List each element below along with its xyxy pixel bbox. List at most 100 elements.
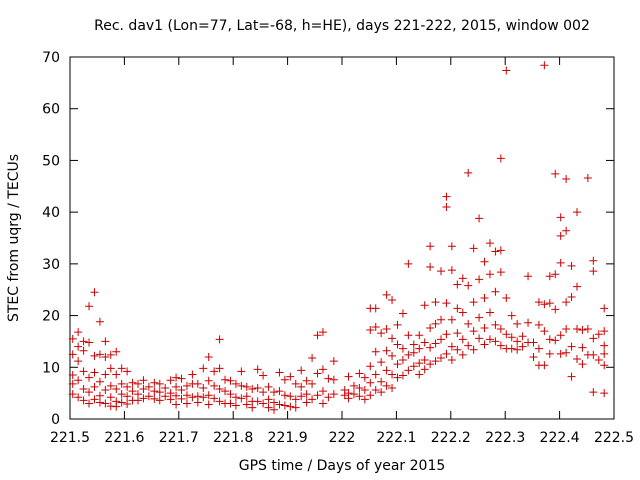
data-point xyxy=(485,270,494,279)
data-point xyxy=(204,352,213,361)
data-point xyxy=(210,394,219,403)
data-point xyxy=(388,351,397,360)
data-point xyxy=(90,288,99,297)
data-point xyxy=(404,331,413,340)
data-point xyxy=(134,379,142,388)
data-point xyxy=(318,328,327,337)
data-point xyxy=(583,174,592,183)
data-point xyxy=(496,154,505,163)
data-point xyxy=(90,351,99,360)
data-point xyxy=(404,366,413,375)
data-point xyxy=(491,247,500,256)
data-point xyxy=(215,335,224,344)
y-tick-label: 40 xyxy=(42,205,60,221)
data-point xyxy=(117,364,126,373)
data-point xyxy=(415,370,424,379)
data-point xyxy=(123,367,132,376)
data-point xyxy=(496,341,505,350)
data-point xyxy=(371,322,380,331)
data-point xyxy=(404,259,413,268)
data-point xyxy=(366,326,375,335)
data-point xyxy=(496,268,505,277)
data-point xyxy=(324,374,333,383)
data-point xyxy=(507,344,516,353)
x-tick-label: 222 xyxy=(329,430,356,446)
data-point xyxy=(231,379,240,388)
data-point xyxy=(139,394,148,403)
data-point xyxy=(308,379,317,388)
data-point xyxy=(366,362,375,371)
data-point xyxy=(551,270,560,279)
data-point xyxy=(297,382,306,391)
data-point xyxy=(313,369,322,378)
data-point xyxy=(329,357,338,366)
data-point xyxy=(447,356,456,365)
data-point xyxy=(85,399,94,408)
data-point xyxy=(264,395,273,404)
data-point xyxy=(95,398,104,407)
data-point xyxy=(177,394,186,403)
data-point xyxy=(545,272,554,281)
data-point xyxy=(259,371,268,380)
data-point xyxy=(431,339,440,348)
data-point xyxy=(275,368,284,377)
data-point xyxy=(308,395,317,404)
data-point xyxy=(469,327,478,336)
x-tick-label: 222.3 xyxy=(485,430,525,446)
y-tick-label: 30 xyxy=(42,257,60,273)
data-point xyxy=(556,258,565,267)
data-point xyxy=(567,292,576,301)
data-point xyxy=(193,379,202,388)
data-point xyxy=(458,350,467,359)
data-point xyxy=(551,169,560,178)
chart-title: Rec. dav1 (Lon=77, Lat=-68, h=HE), days … xyxy=(94,18,590,34)
data-point xyxy=(437,267,446,276)
data-point xyxy=(226,390,235,399)
data-point xyxy=(458,308,467,317)
y-tick-label: 10 xyxy=(42,360,60,376)
data-point xyxy=(79,346,88,355)
data-point xyxy=(291,403,300,412)
data-point xyxy=(388,334,397,343)
data-point xyxy=(79,337,88,346)
data-point xyxy=(420,365,429,374)
data-point xyxy=(112,370,121,379)
data-point xyxy=(90,382,99,391)
data-point xyxy=(286,392,295,401)
data-point xyxy=(318,365,327,374)
data-point xyxy=(106,393,115,402)
data-point xyxy=(177,386,186,395)
data-point xyxy=(589,388,598,397)
data-point xyxy=(302,390,311,399)
data-point xyxy=(74,342,83,351)
data-point xyxy=(117,379,126,388)
data-point xyxy=(349,381,358,390)
data-point xyxy=(79,367,88,376)
data-point xyxy=(469,298,478,307)
data-point xyxy=(318,387,327,396)
data-point xyxy=(270,405,278,414)
data-point xyxy=(101,352,110,361)
data-point xyxy=(360,395,369,404)
data-point xyxy=(382,366,391,375)
data-point xyxy=(382,381,391,390)
data-point xyxy=(215,364,224,373)
data-point xyxy=(106,381,115,390)
data-point xyxy=(453,280,462,289)
data-point xyxy=(518,332,527,341)
x-tick-label: 221.7 xyxy=(159,430,199,446)
data-point xyxy=(329,390,338,399)
data-point xyxy=(215,385,224,394)
data-point xyxy=(437,315,446,324)
data-point xyxy=(150,378,159,387)
data-point xyxy=(264,403,273,412)
data-point xyxy=(431,298,440,307)
data-point xyxy=(161,392,170,401)
data-point xyxy=(182,391,191,400)
data-point xyxy=(491,337,500,346)
data-point xyxy=(437,353,446,362)
data-point xyxy=(464,281,473,290)
data-point xyxy=(377,388,386,397)
data-point xyxy=(199,364,208,373)
data-point xyxy=(237,394,246,403)
